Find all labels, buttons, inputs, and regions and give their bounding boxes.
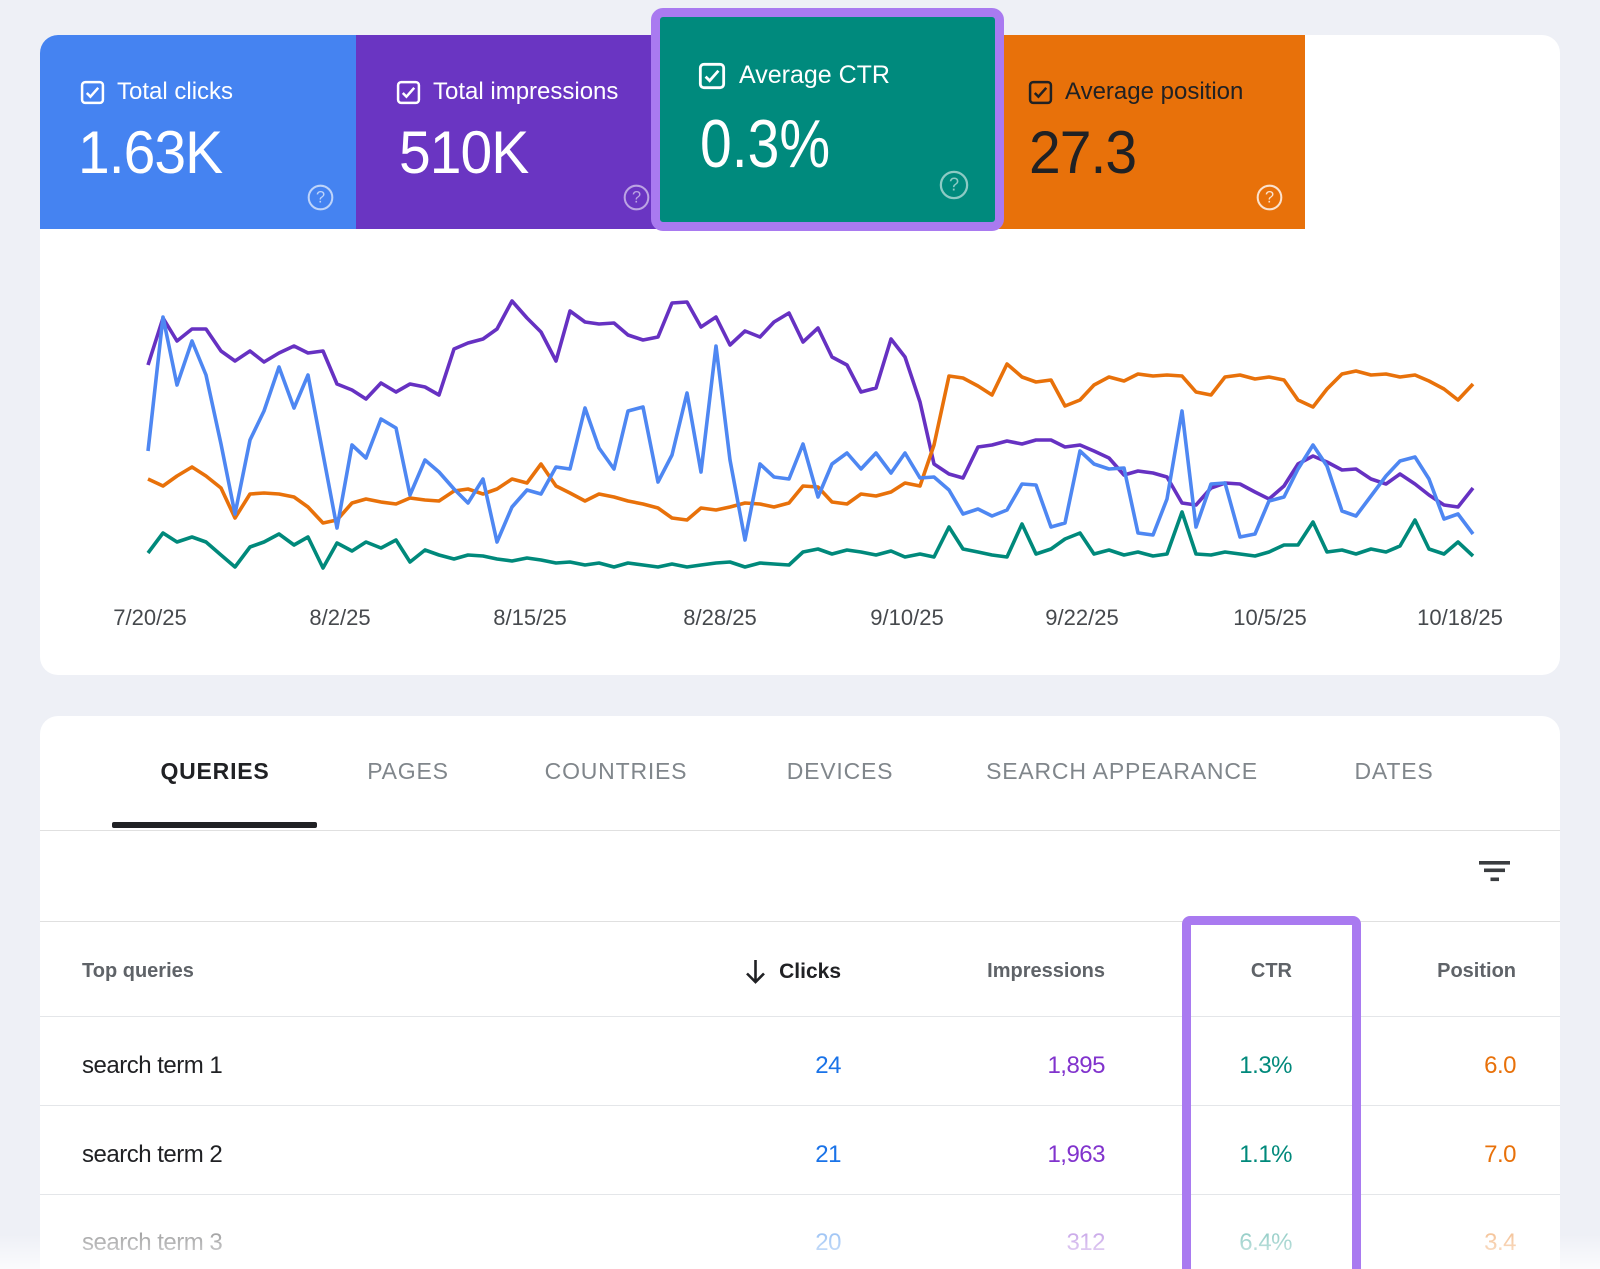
svg-text:?: ? [316,189,325,207]
svg-text:?: ? [632,189,641,207]
svg-text:?: ? [949,175,959,195]
svg-text:?: ? [1265,189,1274,207]
